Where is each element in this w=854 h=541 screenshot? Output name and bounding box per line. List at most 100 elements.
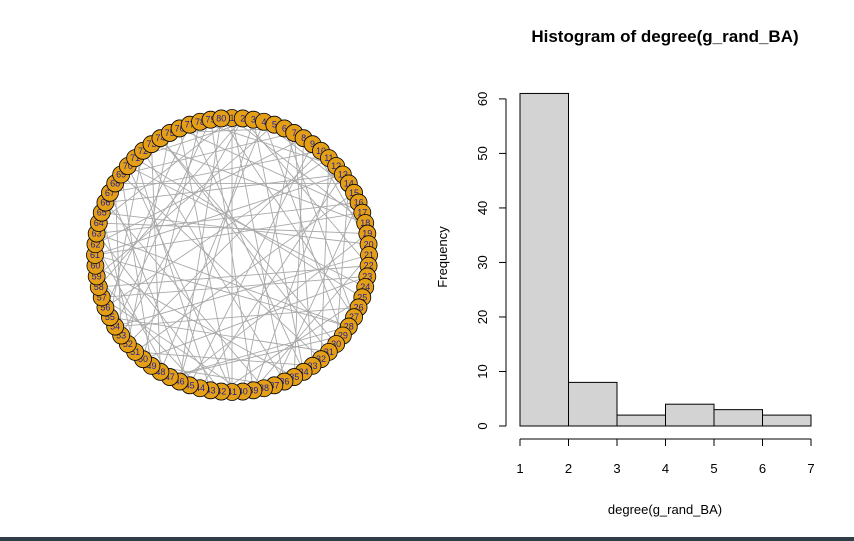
network-node-label: 23 [362,271,372,281]
network-node-label: 46 [175,377,185,387]
network-edge [109,150,144,318]
network-node-label: 65 [97,208,107,218]
network-edge [151,144,161,372]
network-node-label: 16 [354,198,364,208]
network-node-label: 17 [357,208,367,218]
network-node-label: 74 [155,133,165,143]
y-tick-label: 40 [475,201,490,215]
network-node-label: 78 [195,117,205,127]
network-edge [135,351,313,367]
network-node-label: 44 [195,383,205,393]
network-edge [94,254,349,328]
network-edge [263,121,344,336]
window-bottom-border [0,537,854,541]
network-edge [121,132,295,175]
network-node-label: 28 [344,322,354,332]
network-node-label: 5 [272,120,277,130]
network-edge [120,174,322,360]
network-edge [109,192,191,386]
network-node-label: 58 [94,282,104,292]
network-node-label: 36 [279,377,289,387]
network-edge [101,296,243,392]
y-tick-label: 20 [475,310,490,324]
network-edge [142,150,285,382]
histogram-bar [762,414,812,427]
y-tick-label: 10 [475,364,490,378]
network-node-label: 55 [105,312,115,322]
network-edge [320,158,330,360]
network-node-label: 32 [316,354,326,364]
network-node-label: 37 [269,380,279,390]
histogram-bar [616,414,666,427]
x-axis-label: degree(g_rand_BA) [608,502,722,517]
network-edge [101,212,136,352]
network-node-label: 24 [360,282,370,292]
network-node-label: 31 [324,347,334,357]
network-node-label: 25 [357,292,367,302]
network-edge [95,244,171,378]
network-node-label: 76 [175,123,185,133]
network-node-label: 68 [110,178,120,188]
network-edge [98,117,233,224]
histogram-plot: Histogram of degree(g_rand_BA) 1 2 3 4 5 6 7 0… [435,27,815,517]
network-edge [109,150,322,194]
network-edge [115,254,370,328]
network-plot: 1 2 3 4 5 6 7891011121314151617181920212223242… [86,109,378,401]
network-node-label: 29 [338,331,348,341]
network-node-label: 64 [94,218,104,228]
network-node-label: 9 [310,139,315,149]
network-edge [210,119,254,391]
network-node-label: 69 [116,169,126,179]
y-tick-label: 30 [475,255,490,269]
network-node-label: 21 [364,250,374,260]
x-tick-label: 6 [759,461,766,476]
network-node-label: 54 [110,322,120,332]
network-node-label: 61 [90,250,100,260]
network-edge [105,202,265,389]
network-edge [96,202,359,235]
network-node-label: 75 [165,128,175,138]
x-tick-label: 3 [613,461,620,476]
network-node-label: 71 [130,153,140,163]
x-tick-label: 7 [807,461,814,476]
network-node-label: 72 [138,146,148,156]
network-edge [98,265,369,288]
network-node-label: 73 [146,139,156,149]
network-node-label: 4 [261,117,266,127]
network-node-label: 49 [146,361,156,371]
network-node-label: 41 [227,387,237,397]
network-edge [127,150,322,345]
network-node-label: 2 [240,113,245,123]
network-nodes: 1 2 3 4 5 6 7891011121314151617181920212223242… [86,109,378,401]
histogram-bars [519,92,812,427]
network-node-label: 38 [259,383,269,393]
network-node-label: 52 [123,339,133,349]
network-edge [120,174,152,366]
network-node-label: 1 [229,113,234,123]
network-node-label: 48 [155,367,165,377]
network-node-label: 12 [331,161,341,171]
network-edge [115,306,359,328]
network-node-label: 56 [100,302,110,312]
network-edge [134,157,211,391]
chart-title: Histogram of degree(g_rand_BA) [531,27,798,46]
network-node-label: 60 [90,261,100,271]
network-node-label: 63 [92,229,102,239]
network-edge [105,124,191,308]
network-node-label: 43 [206,385,216,395]
network-edge [98,222,368,235]
network-node-label: 22 [364,261,374,271]
network-node-label: 42 [216,387,226,397]
network-edge [127,132,171,345]
network-edge [220,118,355,318]
network-node-label: 34 [299,367,309,377]
network-edge [94,174,343,256]
network-node-label: 33 [308,361,318,371]
network-edge [293,132,313,366]
network-edge [134,157,363,298]
network-edge [169,326,349,378]
network-node-label: 26 [354,302,364,312]
network-node-label: 7 [292,128,297,138]
network-edge [221,296,363,392]
network-node-label: 57 [97,292,107,302]
